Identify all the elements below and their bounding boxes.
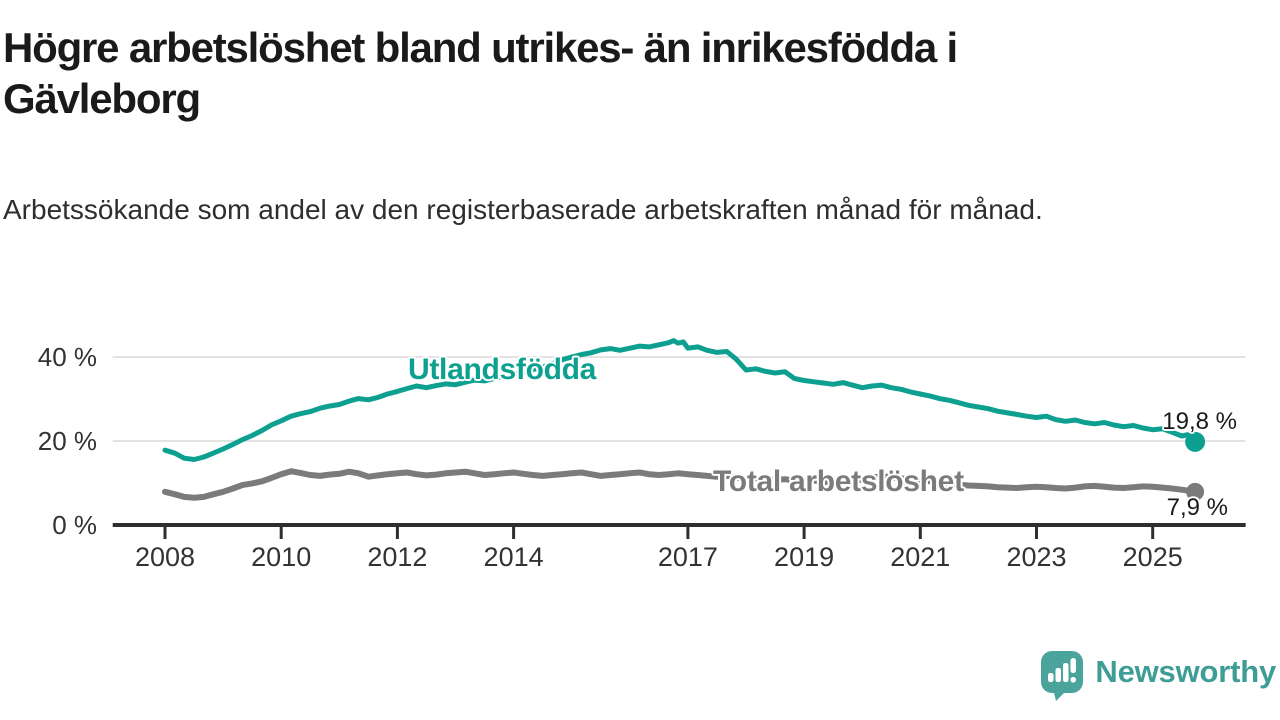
end-value-label-utlandsfodda: 19,8 % [1162,408,1237,435]
series-label-total-arbetsloshet: Total arbetslöshet [713,465,964,498]
x-axis-tick-label: 2019 [774,542,834,572]
series-end-dot-total [1186,482,1205,501]
x-axis-tick-label: 2025 [1123,542,1183,572]
page-title: Högre arbetslöshet bland utrikes- än inr… [3,24,958,123]
series-line-utlandsfodda [162,338,1198,462]
x-axis-tick-label: 2017 [658,542,718,572]
series-line-total [162,468,1199,501]
x-axis-tick-label: 2014 [484,542,544,572]
x-axis-tick-label: 2012 [367,542,427,572]
newsworthy-logo: Newsworthy [1039,649,1276,701]
series-label-utlandsfodda: Utlandsfödda [408,353,597,386]
y-axis-tick-label: 20 % [38,426,97,456]
y-axis-tick-label: 40 % [38,342,97,372]
x-axis-tick-label: 2023 [1006,542,1066,572]
x-axis-tick-label: 2021 [890,542,950,572]
end-value-label-total: 7,9 % [1166,494,1228,521]
newsworthy-logo-icon [1041,651,1084,701]
x-axis-tick-label: 2010 [251,542,311,572]
newsworthy-logo-text: Newsworthy [1095,653,1276,689]
series-end-dot-utlandsfodda [1185,431,1206,452]
x-axis-tick-label: 2008 [135,542,195,572]
chart-subtitle: Arbetssökande som andel av den registerb… [3,194,1043,225]
y-axis-tick-label: 0 % [52,510,97,540]
